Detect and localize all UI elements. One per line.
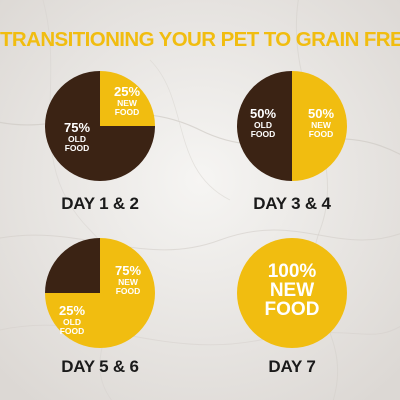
day-label: DAY 1 & 2 (61, 194, 139, 213)
slice-name-label: OLD (63, 317, 81, 327)
day-label: DAY 3 & 4 (253, 194, 331, 213)
slice-percent-label: 100% (268, 261, 317, 282)
pie-chart-day-1-2: 25% NEW FOOD 75% OLD FOOD DAY 1 & 2 (20, 70, 180, 230)
pie-slice (100, 71, 155, 126)
slice-percent-label: 75% (64, 120, 90, 135)
pie-slice (237, 238, 347, 348)
slice-name-label: FOOD (309, 129, 334, 139)
slice-name-label: OLD (68, 134, 86, 144)
pie-slice (45, 71, 155, 181)
pie-chart-day-5-6: 75% NEW FOOD 25% OLD FOOD DAY 5 & 6 (20, 237, 180, 397)
slice-name-label: NEW (118, 277, 139, 287)
slice-percent-label: 50% (250, 106, 276, 121)
slice-percent-label: 75% (115, 263, 141, 278)
slice-percent-label: 25% (59, 303, 85, 318)
slice-name-label: FOOD (116, 286, 141, 296)
pie-slice (237, 71, 292, 181)
slice-name-label: FOOD (251, 129, 276, 139)
slice-name-label: FOOD (60, 326, 85, 336)
pie-slice (292, 71, 347, 181)
day-label: DAY 7 (268, 357, 316, 376)
pie-chart-day-3-4: 50% OLD FOOD 50% NEW FOOD DAY 3 & 4 (212, 70, 372, 230)
slice-name-label: FOOD (115, 107, 140, 117)
slice-percent-label: 50% (308, 106, 334, 121)
page-title: TRANSITIONING YOUR PET TO GRAIN FREE (0, 28, 400, 51)
pie-chart-day-7: 100% NEW FOOD DAY 7 (212, 237, 372, 397)
slice-name-label: FOOD (265, 299, 320, 320)
slice-name-label: NEW (117, 98, 138, 108)
slice-name-label: NEW (270, 280, 314, 301)
slice-name-label: OLD (254, 120, 272, 130)
pie-slice (45, 238, 100, 293)
slice-name-label: FOOD (65, 143, 90, 153)
day-label: DAY 5 & 6 (61, 357, 139, 376)
slice-percent-label: 25% (114, 84, 140, 99)
slice-name-label: NEW (311, 120, 332, 130)
